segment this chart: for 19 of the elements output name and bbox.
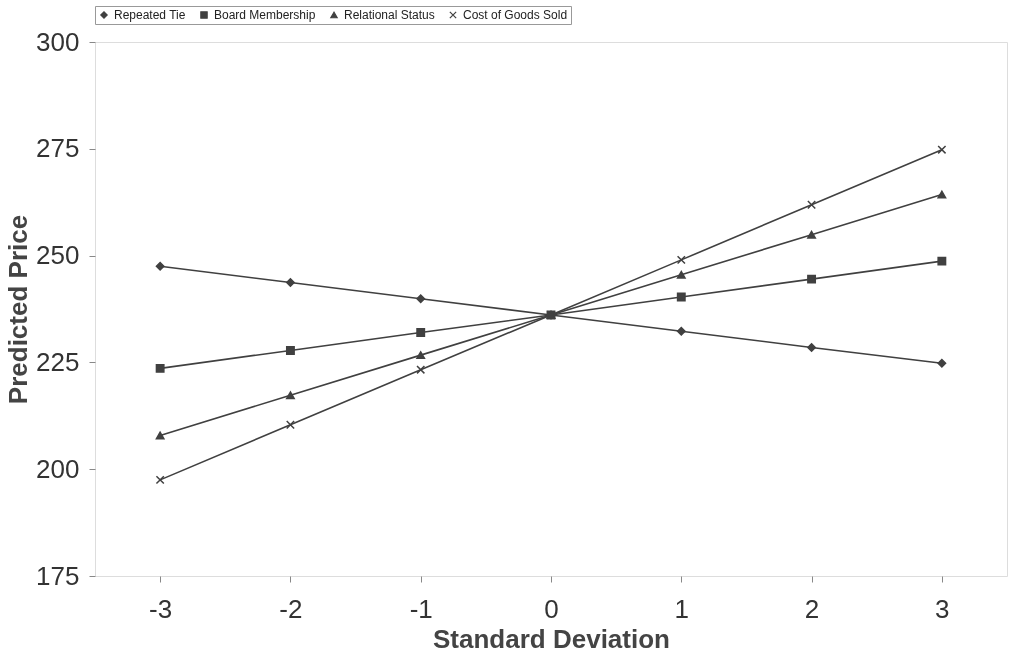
legend-label: Cost of Goods Sold bbox=[463, 8, 568, 22]
x-tick-label: 2 bbox=[804, 593, 820, 624]
y-tick-label: 200 bbox=[36, 453, 80, 484]
y-tick-label: 250 bbox=[36, 240, 80, 271]
legend-label: Repeated Tie bbox=[114, 8, 186, 22]
y-tick-label: 300 bbox=[36, 26, 80, 57]
x-tick-label: 3 bbox=[935, 593, 950, 624]
y-axis-title: Predicted Price bbox=[3, 214, 34, 405]
legend-label: Relational Status bbox=[344, 8, 435, 22]
x-tick-label: -3 bbox=[149, 593, 173, 624]
legend-label: Board Membership bbox=[214, 8, 316, 22]
y-tick-label: 225 bbox=[36, 346, 80, 377]
x-tick-label: 1 bbox=[674, 593, 690, 624]
y-tick-label: 175 bbox=[36, 560, 80, 591]
x-tick-label: -2 bbox=[279, 593, 303, 624]
y-tick-label: 275 bbox=[36, 133, 80, 164]
x-axis-title: Standard Deviation bbox=[433, 623, 670, 654]
x-tick-label: -1 bbox=[409, 593, 433, 624]
x-tick-label: 0 bbox=[544, 593, 559, 624]
